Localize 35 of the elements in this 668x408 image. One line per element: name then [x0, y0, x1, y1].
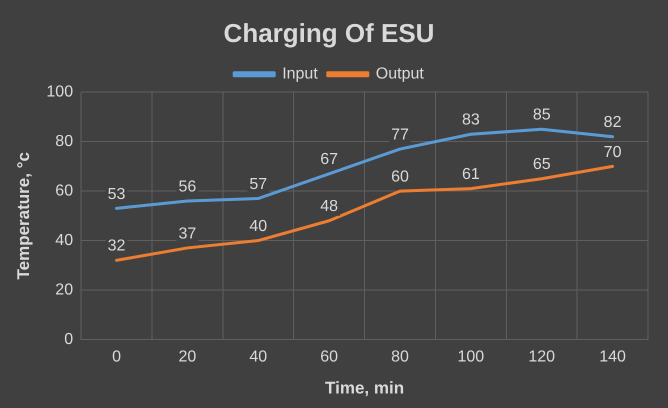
- data-label: 40: [249, 218, 268, 235]
- chart-title: Charging Of ESU: [224, 18, 434, 48]
- y-tick-label: 80: [55, 133, 74, 150]
- y-tick-label: 100: [46, 84, 74, 101]
- y-tick-label: 60: [55, 182, 74, 200]
- data-label: 83: [462, 112, 480, 129]
- x-tick-label: 60: [320, 348, 338, 366]
- data-label: 85: [532, 106, 551, 124]
- data-label: 61: [462, 166, 480, 184]
- data-label: 56: [178, 178, 196, 196]
- x-axis-title: Time, min: [325, 378, 404, 398]
- data-label: 37: [178, 225, 196, 242]
- data-label: 65: [532, 156, 551, 174]
- data-label: 32: [108, 238, 126, 255]
- data-label: 60: [391, 168, 409, 186]
- y-tick-label: 0: [64, 330, 74, 348]
- y-tick-label: 40: [55, 232, 74, 249]
- x-tick-label: 40: [249, 348, 268, 366]
- data-label: 70: [604, 144, 622, 161]
- data-label: 67: [320, 151, 338, 168]
- y-tick-label: 20: [55, 281, 74, 298]
- data-label: 48: [320, 198, 338, 216]
- y-axis-title: Temperature, °c: [14, 152, 33, 280]
- legend-label: Output: [376, 66, 424, 83]
- x-tick-label: 0: [112, 348, 122, 366]
- x-tick-label: 100: [457, 348, 484, 366]
- data-label: 53: [108, 186, 126, 203]
- x-tick-label: 20: [178, 348, 196, 366]
- data-label: 82: [604, 114, 622, 132]
- legend-label: Input: [282, 66, 318, 83]
- x-tick-label: 120: [528, 348, 556, 366]
- data-label: 77: [391, 126, 409, 144]
- x-tick-label: 80: [391, 348, 409, 366]
- x-tick-label: 140: [599, 348, 626, 366]
- data-label: 57: [249, 176, 268, 193]
